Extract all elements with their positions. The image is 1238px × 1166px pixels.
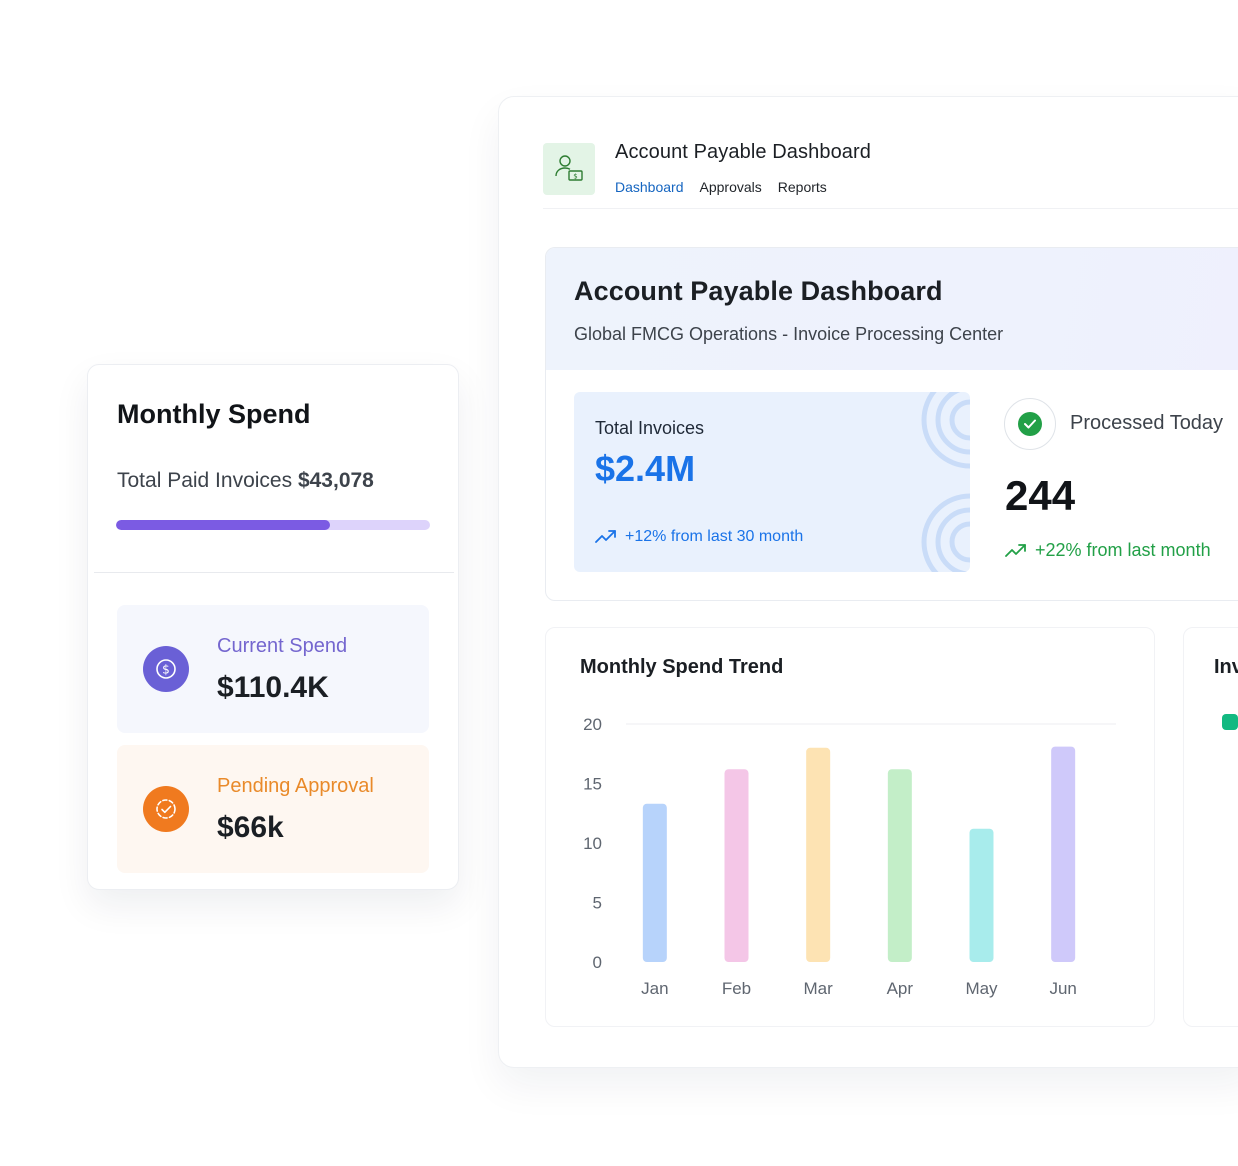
bar-jun [1051,746,1076,962]
bar-feb [724,769,749,962]
bar-chart: 0 5 10 15 20 Jan Feb Mar Apr May Jun [583,715,1116,998]
page-subtitle: Global FMCG Operations - Invoice Process… [574,324,1004,344]
tab-dashboard[interactable]: Dashboard [615,179,684,195]
total-invoices-value: $2.4M [595,448,696,489]
total-invoices-trend: +12% from last 30 month [595,528,803,546]
page-title: Account Payable Dashboard [574,276,943,306]
processed-today-trend: +22% from last month [1005,540,1211,561]
hero-banner: Account Payable Dashboard Global FMCG Op… [546,248,1238,370]
x-tick-label: Apr [887,979,914,998]
monthly-spend-title: Monthly Spend [117,399,311,429]
check-circle-icon [1004,398,1056,450]
svg-text:$: $ [162,663,170,677]
y-tick-label: 0 [593,953,602,972]
total-paid-invoices: Total Paid Invoices $43,078 [117,469,374,493]
tab-approvals[interactable]: Approvals [699,179,762,195]
processed-today-label: Processed Today [1070,412,1224,434]
current-spend-label: Current Spend [217,635,348,657]
total-invoices-card[interactable]: Total Invoices $2.4M +12% from last 30 m… [574,392,970,572]
current-spend-card[interactable]: $ Current Spend $110.4K [117,605,429,733]
total-paid-value: $43,078 [297,469,374,492]
decorative-arcs-icon [921,392,970,572]
user-dollar-icon: $ [543,143,595,195]
processed-today-trend-text: +22% from last month [1035,540,1211,560]
processed-today-value: 244 [1005,472,1076,519]
dashboard-window: $ Account Payable Dashboard Dashboard Ap… [498,96,1238,1068]
bar-may [969,828,994,962]
bar-jan [642,803,667,962]
legend-swatch [1222,714,1238,730]
tab-reports[interactable]: Reports [777,179,827,195]
trending-up-icon [1005,543,1026,557]
pending-approval-label: Pending Approval [217,775,374,797]
trending-up-icon [595,530,616,543]
monthly-spend-trend-card: Monthly Spend Trend 0 5 10 15 20 Jan Feb Mar Apr… [545,627,1155,1027]
invoice-side-card: Inv [1183,627,1238,1027]
current-spend-value: $110.4K [217,671,329,704]
x-tick-label: Mar [804,979,834,998]
y-tick-label: 15 [583,775,602,794]
nav-tabs: Dashboard Approvals Reports [615,179,827,195]
divider [94,572,454,573]
y-tick-label: 20 [583,715,602,734]
pending-approval-value: $66k [217,811,284,844]
paid-progress-fill [116,520,330,530]
x-tick-label: Jun [1049,979,1076,998]
total-invoices-label: Total Invoices [595,418,705,438]
pending-approval-card[interactable]: Pending Approval $66k [117,745,429,873]
monthly-spend-card: Monthly Spend Total Paid Invoices $43,07… [87,364,459,890]
y-tick-label: 5 [593,894,602,913]
processed-today-card[interactable]: Processed Today 244 +22% from last month [994,392,1238,572]
dollar-coin-icon: $ [143,646,189,692]
app-header: $ Account Payable Dashboard Dashboard Ap… [543,141,1238,209]
x-tick-label: Feb [722,979,751,998]
side-card-title: Inv [1214,656,1238,678]
svg-text:$: $ [573,173,577,181]
paid-progress-bar [116,520,430,530]
bar-mar [806,747,831,962]
x-tick-label: May [965,979,998,998]
x-tick-label: Jan [641,979,668,998]
clock-check-icon [143,786,189,832]
bar-apr [887,769,912,962]
y-tick-label: 10 [583,834,602,853]
total-paid-label: Total Paid Invoices [117,469,293,492]
app-title: Account Payable Dashboard [615,141,871,163]
summary-panel: Account Payable Dashboard Global FMCG Op… [545,247,1238,601]
total-invoices-trend-text: +12% from last 30 month [625,528,804,545]
chart-title: Monthly Spend Trend [580,656,784,678]
